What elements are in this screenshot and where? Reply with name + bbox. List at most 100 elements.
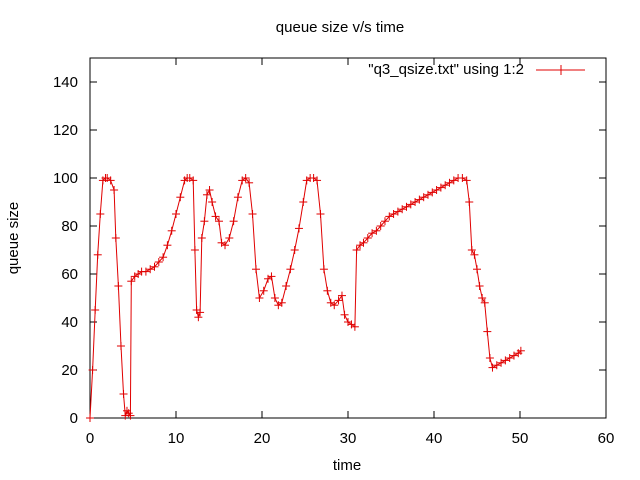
data-point [462, 176, 471, 185]
x-axis: 0 10 20 30 40 50 60 [86, 58, 615, 447]
data-point [473, 265, 481, 274]
data-point [389, 210, 398, 218]
data-point [106, 176, 115, 185]
data-point [286, 265, 295, 274]
data-point [340, 310, 349, 319]
data-point [86, 414, 94, 422]
data-point [350, 322, 359, 331]
data-point [458, 174, 467, 182]
data-point [167, 226, 176, 235]
data-point [146, 265, 155, 274]
data-point [110, 186, 119, 194]
data-point [483, 327, 492, 336]
data-point [299, 198, 308, 206]
data-point [205, 186, 214, 194]
data-point [501, 356, 510, 365]
data-point [189, 176, 198, 185]
data-point [194, 313, 203, 322]
data-point [159, 253, 168, 262]
series-line-0 [89, 177, 522, 419]
data-point [406, 200, 415, 209]
data-point [141, 267, 150, 276]
data-point [449, 176, 458, 185]
data-point [497, 358, 506, 367]
data-point [359, 238, 368, 247]
data-point [330, 301, 339, 310]
data-point [470, 250, 479, 259]
data-point [282, 282, 291, 290]
data-point [368, 229, 377, 238]
data-point [211, 212, 220, 221]
data-point [91, 306, 100, 314]
data-point [516, 346, 525, 355]
data-point [154, 258, 163, 266]
data-point [267, 272, 276, 281]
data-point [96, 210, 105, 218]
data-point [229, 217, 238, 226]
data-point [225, 234, 234, 242]
data-point [111, 234, 120, 242]
y-tick-label: 0 [70, 410, 78, 427]
data-point [428, 188, 437, 197]
y-axis: 0 20 40 60 80 100 120 140 [53, 74, 606, 427]
data-point [505, 354, 514, 362]
data-point [445, 178, 454, 187]
legend-label: "q3_qsize.txt" using 1:2 [368, 61, 524, 78]
data-point [436, 183, 445, 192]
data-point [172, 210, 180, 218]
data-point [255, 294, 264, 302]
data-point [208, 198, 217, 206]
y-axis-label: queue size [5, 202, 22, 275]
chart-title: queue size v/s time [276, 19, 404, 36]
data-point [380, 217, 389, 226]
data-point [277, 298, 286, 307]
data-point [93, 250, 102, 259]
data-point [316, 210, 325, 218]
data-point [432, 186, 441, 194]
y-tick-label: 100 [53, 170, 78, 187]
data-point [509, 351, 518, 360]
data-point [126, 411, 135, 420]
data-point [323, 286, 332, 295]
data-point [398, 205, 407, 214]
data-point [150, 262, 159, 271]
data-point [248, 210, 257, 218]
data-point [485, 354, 494, 362]
y-tick-label: 20 [61, 362, 78, 379]
data-point [88, 366, 97, 374]
x-tick-label: 0 [86, 430, 94, 447]
data-point [290, 246, 299, 254]
data-point [372, 226, 381, 235]
data-point [475, 282, 484, 290]
data-point [116, 342, 125, 350]
y-tick-label: 40 [61, 314, 78, 331]
data-point [423, 190, 432, 199]
data-point [197, 234, 206, 242]
data-point [363, 234, 372, 242]
x-tick-label: 20 [254, 430, 271, 447]
data-point [215, 217, 223, 226]
data-point [245, 178, 254, 187]
y-tick-label: 80 [61, 218, 78, 235]
x-tick-label: 50 [512, 430, 529, 447]
data-point [467, 246, 476, 254]
data-point [190, 246, 199, 254]
data-point [259, 286, 268, 295]
data-point [441, 181, 450, 190]
data-point [176, 193, 185, 202]
x-tick-label: 60 [598, 430, 615, 447]
data-point [119, 390, 128, 398]
x-tick-label: 10 [168, 430, 185, 447]
data-point [221, 241, 230, 250]
data-point [114, 282, 123, 290]
data-point [480, 298, 489, 307]
data-point [411, 198, 420, 206]
data-point [196, 308, 205, 317]
data-point [334, 296, 343, 305]
y-tick-label: 120 [53, 122, 78, 139]
x-tick-label: 30 [340, 430, 357, 447]
data-point [319, 265, 328, 274]
data-point [163, 241, 172, 250]
data-point [465, 198, 474, 206]
